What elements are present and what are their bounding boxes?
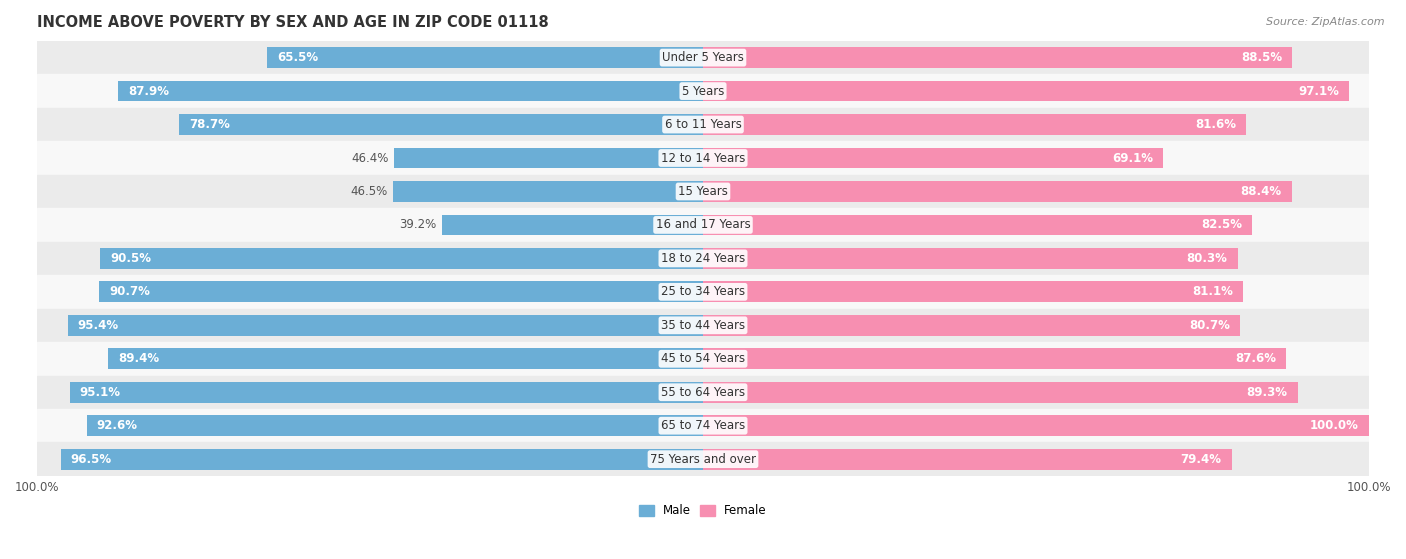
Text: 90.5%: 90.5% xyxy=(111,252,152,265)
Bar xyxy=(37,208,1369,241)
Bar xyxy=(100,282,703,302)
Text: 87.6%: 87.6% xyxy=(1236,352,1277,365)
Bar xyxy=(703,382,1298,402)
Bar xyxy=(37,309,1369,342)
Bar xyxy=(179,114,703,135)
Bar xyxy=(703,181,1292,202)
Text: 96.5%: 96.5% xyxy=(70,453,111,466)
Text: 46.4%: 46.4% xyxy=(352,151,389,164)
Bar xyxy=(37,175,1369,208)
Text: 65.5%: 65.5% xyxy=(277,51,318,64)
Bar xyxy=(703,148,1163,168)
Bar xyxy=(37,141,1369,175)
Bar xyxy=(703,315,1240,336)
Text: 15 Years: 15 Years xyxy=(678,185,728,198)
Text: 82.5%: 82.5% xyxy=(1201,219,1243,231)
Text: 81.6%: 81.6% xyxy=(1195,118,1236,131)
Text: 81.1%: 81.1% xyxy=(1192,285,1233,299)
Bar xyxy=(37,409,1369,442)
Text: 18 to 24 Years: 18 to 24 Years xyxy=(661,252,745,265)
Text: 88.4%: 88.4% xyxy=(1240,185,1281,198)
Text: 45 to 54 Years: 45 to 54 Years xyxy=(661,352,745,365)
Text: 89.4%: 89.4% xyxy=(118,352,159,365)
Bar xyxy=(37,275,1369,309)
Text: 100.0%: 100.0% xyxy=(1310,419,1358,432)
Bar xyxy=(118,80,703,101)
Text: 55 to 64 Years: 55 to 64 Years xyxy=(661,386,745,399)
Bar xyxy=(70,382,703,402)
Bar xyxy=(108,348,703,369)
Bar xyxy=(37,241,1369,275)
Text: 95.1%: 95.1% xyxy=(80,386,121,399)
Legend: Male, Female: Male, Female xyxy=(634,500,772,522)
Text: 95.4%: 95.4% xyxy=(77,319,120,332)
Bar xyxy=(37,108,1369,141)
Bar xyxy=(87,415,703,436)
Bar xyxy=(703,248,1237,269)
Bar xyxy=(37,342,1369,376)
Text: 5 Years: 5 Years xyxy=(682,84,724,98)
Text: INCOME ABOVE POVERTY BY SEX AND AGE IN ZIP CODE 01118: INCOME ABOVE POVERTY BY SEX AND AGE IN Z… xyxy=(37,15,548,30)
Text: 90.7%: 90.7% xyxy=(110,285,150,299)
Text: 35 to 44 Years: 35 to 44 Years xyxy=(661,319,745,332)
Bar xyxy=(441,215,703,235)
Text: Under 5 Years: Under 5 Years xyxy=(662,51,744,64)
Bar xyxy=(67,315,703,336)
Text: 97.1%: 97.1% xyxy=(1299,84,1340,98)
Bar xyxy=(37,74,1369,108)
Bar xyxy=(60,449,703,470)
Bar xyxy=(703,415,1369,436)
Bar xyxy=(267,48,703,68)
Text: 69.1%: 69.1% xyxy=(1112,151,1153,164)
Bar xyxy=(394,148,703,168)
Text: 65 to 74 Years: 65 to 74 Years xyxy=(661,419,745,432)
Text: 75 Years and over: 75 Years and over xyxy=(650,453,756,466)
Bar xyxy=(37,442,1369,476)
Text: 25 to 34 Years: 25 to 34 Years xyxy=(661,285,745,299)
Bar xyxy=(703,114,1246,135)
Text: 89.3%: 89.3% xyxy=(1247,386,1288,399)
Text: 87.9%: 87.9% xyxy=(128,84,169,98)
Text: Source: ZipAtlas.com: Source: ZipAtlas.com xyxy=(1267,17,1385,27)
Text: 6 to 11 Years: 6 to 11 Years xyxy=(665,118,741,131)
Text: 80.7%: 80.7% xyxy=(1189,319,1230,332)
Bar xyxy=(394,181,703,202)
Bar xyxy=(703,80,1350,101)
Text: 12 to 14 Years: 12 to 14 Years xyxy=(661,151,745,164)
Bar xyxy=(703,282,1243,302)
Text: 78.7%: 78.7% xyxy=(188,118,231,131)
Bar xyxy=(703,449,1232,470)
Text: 16 and 17 Years: 16 and 17 Years xyxy=(655,219,751,231)
Text: 92.6%: 92.6% xyxy=(97,419,138,432)
Bar xyxy=(703,348,1286,369)
Text: 79.4%: 79.4% xyxy=(1181,453,1222,466)
Bar xyxy=(37,376,1369,409)
Text: 39.2%: 39.2% xyxy=(399,219,437,231)
Bar xyxy=(703,215,1253,235)
Bar xyxy=(703,48,1292,68)
Text: 80.3%: 80.3% xyxy=(1187,252,1227,265)
Text: 46.5%: 46.5% xyxy=(352,185,388,198)
Text: 88.5%: 88.5% xyxy=(1241,51,1282,64)
Bar xyxy=(37,41,1369,74)
Bar xyxy=(100,248,703,269)
